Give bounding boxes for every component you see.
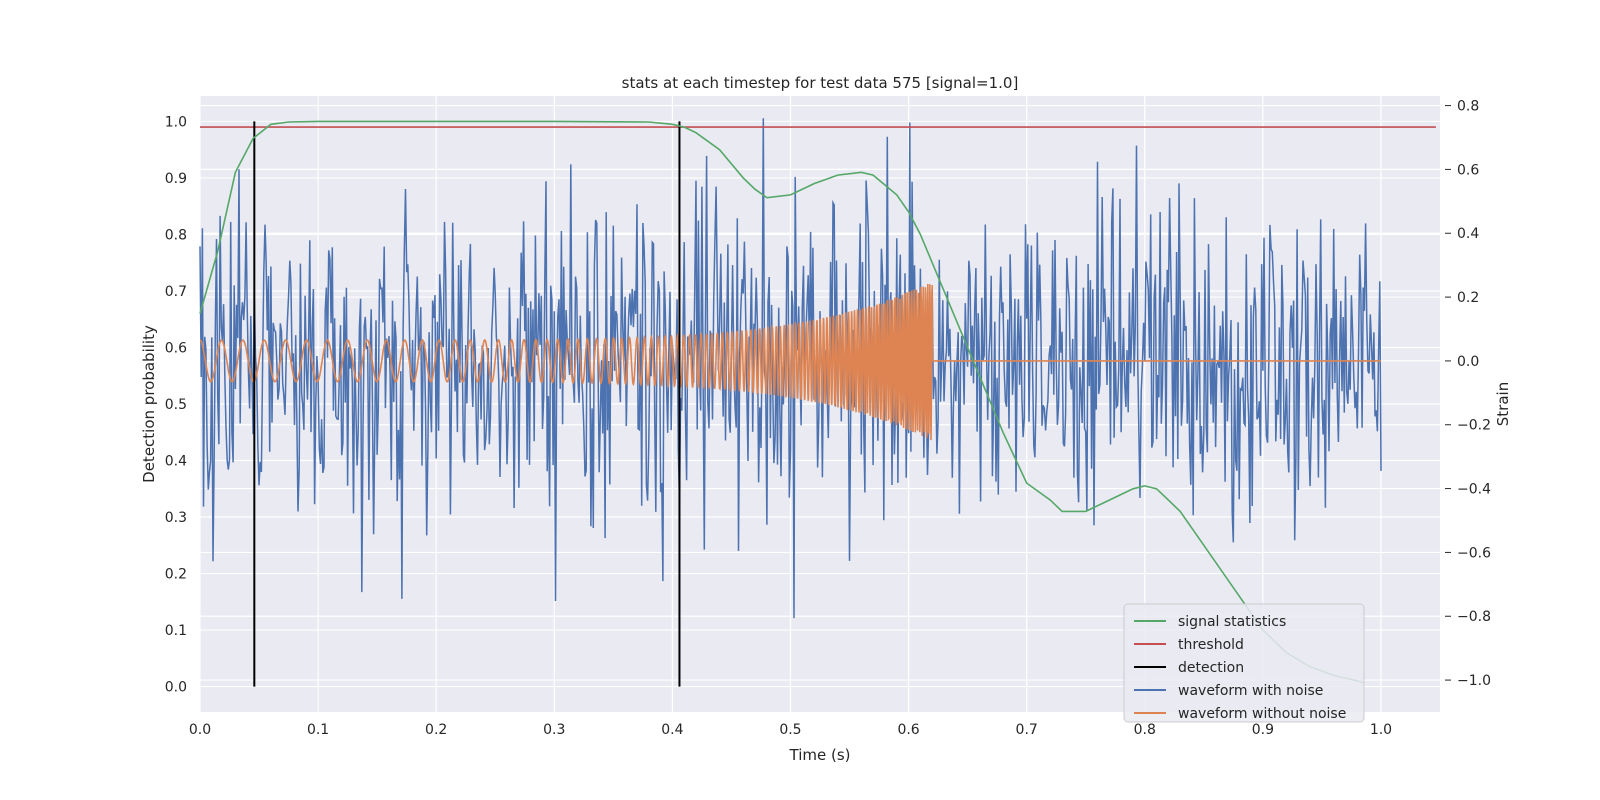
y2-tick-label: 0.0: [1457, 354, 1479, 370]
x-tick-label: 0.9: [1252, 722, 1274, 738]
legend-label: waveform without noise: [1178, 706, 1346, 722]
x-tick-label: 0.5: [779, 722, 801, 738]
x-tick-label: 0.0: [189, 722, 211, 738]
x-tick-label: 0.4: [661, 722, 683, 738]
y-tick-label: 0.5: [165, 397, 187, 413]
y2-tick-label: 0.2: [1457, 290, 1479, 306]
y2-tick-label: 0.8: [1457, 99, 1479, 115]
x-tick-label: 0.6: [897, 722, 919, 738]
legend: signal statistics threshold detection wavef…: [1123, 603, 1365, 723]
x-tick-label: 0.3: [543, 722, 565, 738]
y-tick-label: 0.1: [165, 623, 187, 639]
y-tick-label: 0.7: [165, 284, 187, 300]
legend-label: detection: [1178, 660, 1244, 676]
y-tick-label: 1.0: [165, 114, 187, 130]
legend-label: threshold: [1178, 637, 1244, 653]
y2-axis-label: Strain: [1494, 382, 1512, 426]
series-waveform-without-noise: [199, 283, 1381, 441]
x-tick-label: 0.7: [1016, 722, 1038, 738]
x-axis-label: Time (s): [789, 746, 851, 764]
x-tick-label: 0.8: [1134, 722, 1156, 738]
y2-tick-label: −0.2: [1457, 418, 1491, 434]
y2-tick-label: 0.4: [1457, 226, 1479, 242]
y-tick-label: 0.0: [165, 680, 187, 696]
plot-area: [199, 118, 1436, 687]
y2-tick-label: −0.6: [1457, 545, 1491, 561]
ticks: 0.0 0.1 0.2 0.3 0.4 0.5 0.6 0.7 0.8 0.9 1.0 0.0 0.1 0…: [165, 99, 1491, 738]
series-waveform-with-noise: [199, 118, 1382, 619]
y-tick-label: 0.2: [165, 567, 187, 583]
legend-frame: [1123, 603, 1365, 723]
chart-title: stats at each timestep for test data 575…: [622, 74, 1019, 92]
y2-tick-label: −0.4: [1457, 482, 1491, 498]
y-tick-label: 0.3: [165, 510, 187, 526]
series-signal-statistics: [199, 120, 1364, 684]
x-tick-label: 1.0: [1370, 722, 1392, 738]
x-tick-label: 0.2: [425, 722, 447, 738]
y-tick-label: 0.4: [165, 454, 187, 470]
y2-tick-label: −0.8: [1457, 609, 1491, 625]
y-tick-label: 0.9: [165, 171, 187, 187]
x-tick-label: 0.1: [307, 722, 329, 738]
y-tick-label: 0.8: [165, 227, 187, 243]
legend-label: waveform with noise: [1178, 683, 1323, 699]
y2-tick-label: −1.0: [1457, 673, 1491, 689]
y-tick-label: 0.6: [165, 340, 187, 356]
legend-label: signal statistics: [1178, 614, 1286, 630]
y2-tick-label: 0.6: [1457, 162, 1479, 178]
y-axis-label: Detection probability: [140, 325, 158, 483]
